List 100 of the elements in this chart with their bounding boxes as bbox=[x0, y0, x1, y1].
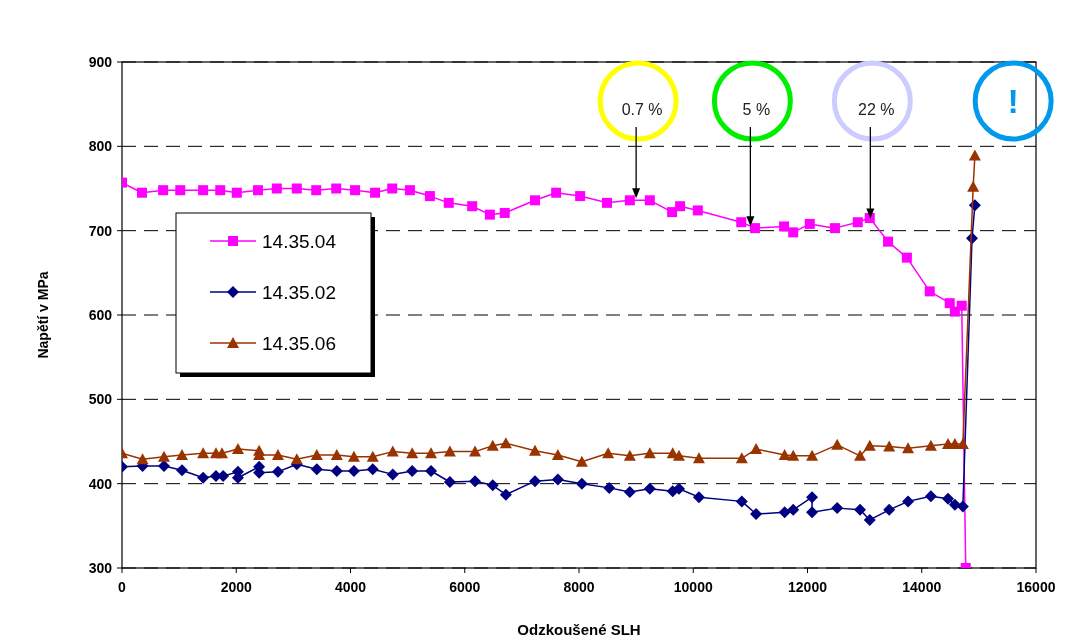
point bbox=[215, 185, 226, 196]
point bbox=[624, 195, 635, 206]
point bbox=[175, 464, 188, 477]
point bbox=[271, 183, 282, 194]
y-tick-label: 600 bbox=[88, 306, 113, 323]
point bbox=[749, 223, 760, 234]
point bbox=[902, 442, 915, 454]
point bbox=[499, 207, 510, 218]
point bbox=[271, 448, 284, 460]
point bbox=[404, 185, 415, 196]
point bbox=[530, 195, 541, 206]
point bbox=[291, 183, 302, 194]
point bbox=[311, 185, 322, 196]
y-tick-label: 300 bbox=[88, 559, 113, 576]
point bbox=[231, 187, 242, 198]
point bbox=[175, 448, 188, 460]
point bbox=[499, 437, 512, 449]
point bbox=[386, 445, 399, 457]
x-tick-label: 8000 bbox=[563, 579, 595, 595]
y-tick-label: 400 bbox=[88, 475, 113, 492]
point bbox=[575, 455, 588, 467]
annotation: 5 % bbox=[742, 101, 771, 118]
point bbox=[469, 445, 482, 457]
point bbox=[924, 490, 937, 503]
point bbox=[575, 477, 588, 490]
x-axis-title: Odzkoušené SLH bbox=[517, 621, 641, 638]
point bbox=[529, 444, 542, 456]
point bbox=[692, 205, 703, 216]
point bbox=[443, 445, 456, 457]
point bbox=[370, 187, 381, 198]
point bbox=[366, 450, 379, 462]
point bbox=[956, 300, 967, 311]
point bbox=[271, 465, 284, 478]
point bbox=[675, 201, 686, 212]
point bbox=[942, 492, 955, 505]
point bbox=[331, 183, 342, 194]
annotation: 22 % bbox=[858, 101, 895, 118]
point bbox=[735, 452, 748, 464]
point bbox=[901, 252, 912, 263]
point bbox=[529, 475, 542, 488]
point bbox=[386, 468, 399, 481]
y-axis-title: Napětí v MPa bbox=[35, 271, 51, 359]
point bbox=[623, 486, 636, 499]
point bbox=[425, 465, 438, 478]
annotation: 0.7 % bbox=[621, 101, 663, 118]
point bbox=[310, 448, 323, 460]
point bbox=[425, 447, 438, 459]
point bbox=[672, 449, 685, 461]
point bbox=[575, 191, 586, 202]
x-tick-label: 4000 bbox=[334, 579, 367, 595]
point bbox=[944, 298, 955, 309]
point bbox=[778, 506, 791, 519]
point bbox=[854, 449, 867, 461]
point bbox=[644, 195, 655, 206]
point bbox=[804, 218, 815, 229]
point bbox=[602, 447, 615, 459]
y-tick-label: 800 bbox=[88, 138, 113, 155]
point bbox=[883, 236, 894, 247]
point bbox=[157, 450, 170, 462]
point bbox=[499, 488, 512, 501]
point bbox=[601, 197, 612, 208]
point bbox=[198, 185, 209, 196]
point bbox=[750, 443, 763, 455]
point bbox=[829, 223, 840, 234]
point bbox=[779, 221, 790, 232]
point bbox=[366, 463, 379, 476]
point bbox=[443, 197, 454, 208]
point bbox=[863, 439, 876, 451]
x-tick-label: 14000 bbox=[902, 579, 942, 595]
point bbox=[883, 503, 896, 516]
point bbox=[252, 185, 263, 196]
point bbox=[486, 479, 499, 492]
legend-label: 14.35.06 bbox=[262, 332, 336, 354]
point bbox=[551, 187, 562, 198]
point bbox=[330, 448, 343, 460]
point bbox=[443, 475, 456, 488]
point bbox=[551, 473, 564, 486]
point bbox=[231, 443, 244, 455]
point bbox=[406, 465, 419, 478]
x-tick-label: 16000 bbox=[1016, 579, 1056, 595]
point bbox=[484, 209, 495, 220]
point bbox=[197, 471, 210, 484]
legend-label: 14.35.02 bbox=[262, 281, 336, 303]
point bbox=[787, 503, 800, 516]
point bbox=[347, 450, 360, 462]
point bbox=[692, 452, 705, 464]
point bbox=[467, 201, 478, 212]
point bbox=[290, 453, 303, 465]
point bbox=[788, 227, 799, 238]
point bbox=[736, 217, 747, 228]
point bbox=[735, 495, 748, 508]
point bbox=[623, 449, 636, 461]
point bbox=[787, 449, 800, 461]
x-tick-label: 2000 bbox=[220, 579, 253, 595]
point bbox=[924, 439, 937, 451]
point bbox=[350, 185, 361, 196]
point bbox=[197, 447, 210, 459]
point bbox=[136, 187, 147, 198]
point bbox=[854, 503, 867, 516]
annotation: ! bbox=[1007, 82, 1019, 120]
